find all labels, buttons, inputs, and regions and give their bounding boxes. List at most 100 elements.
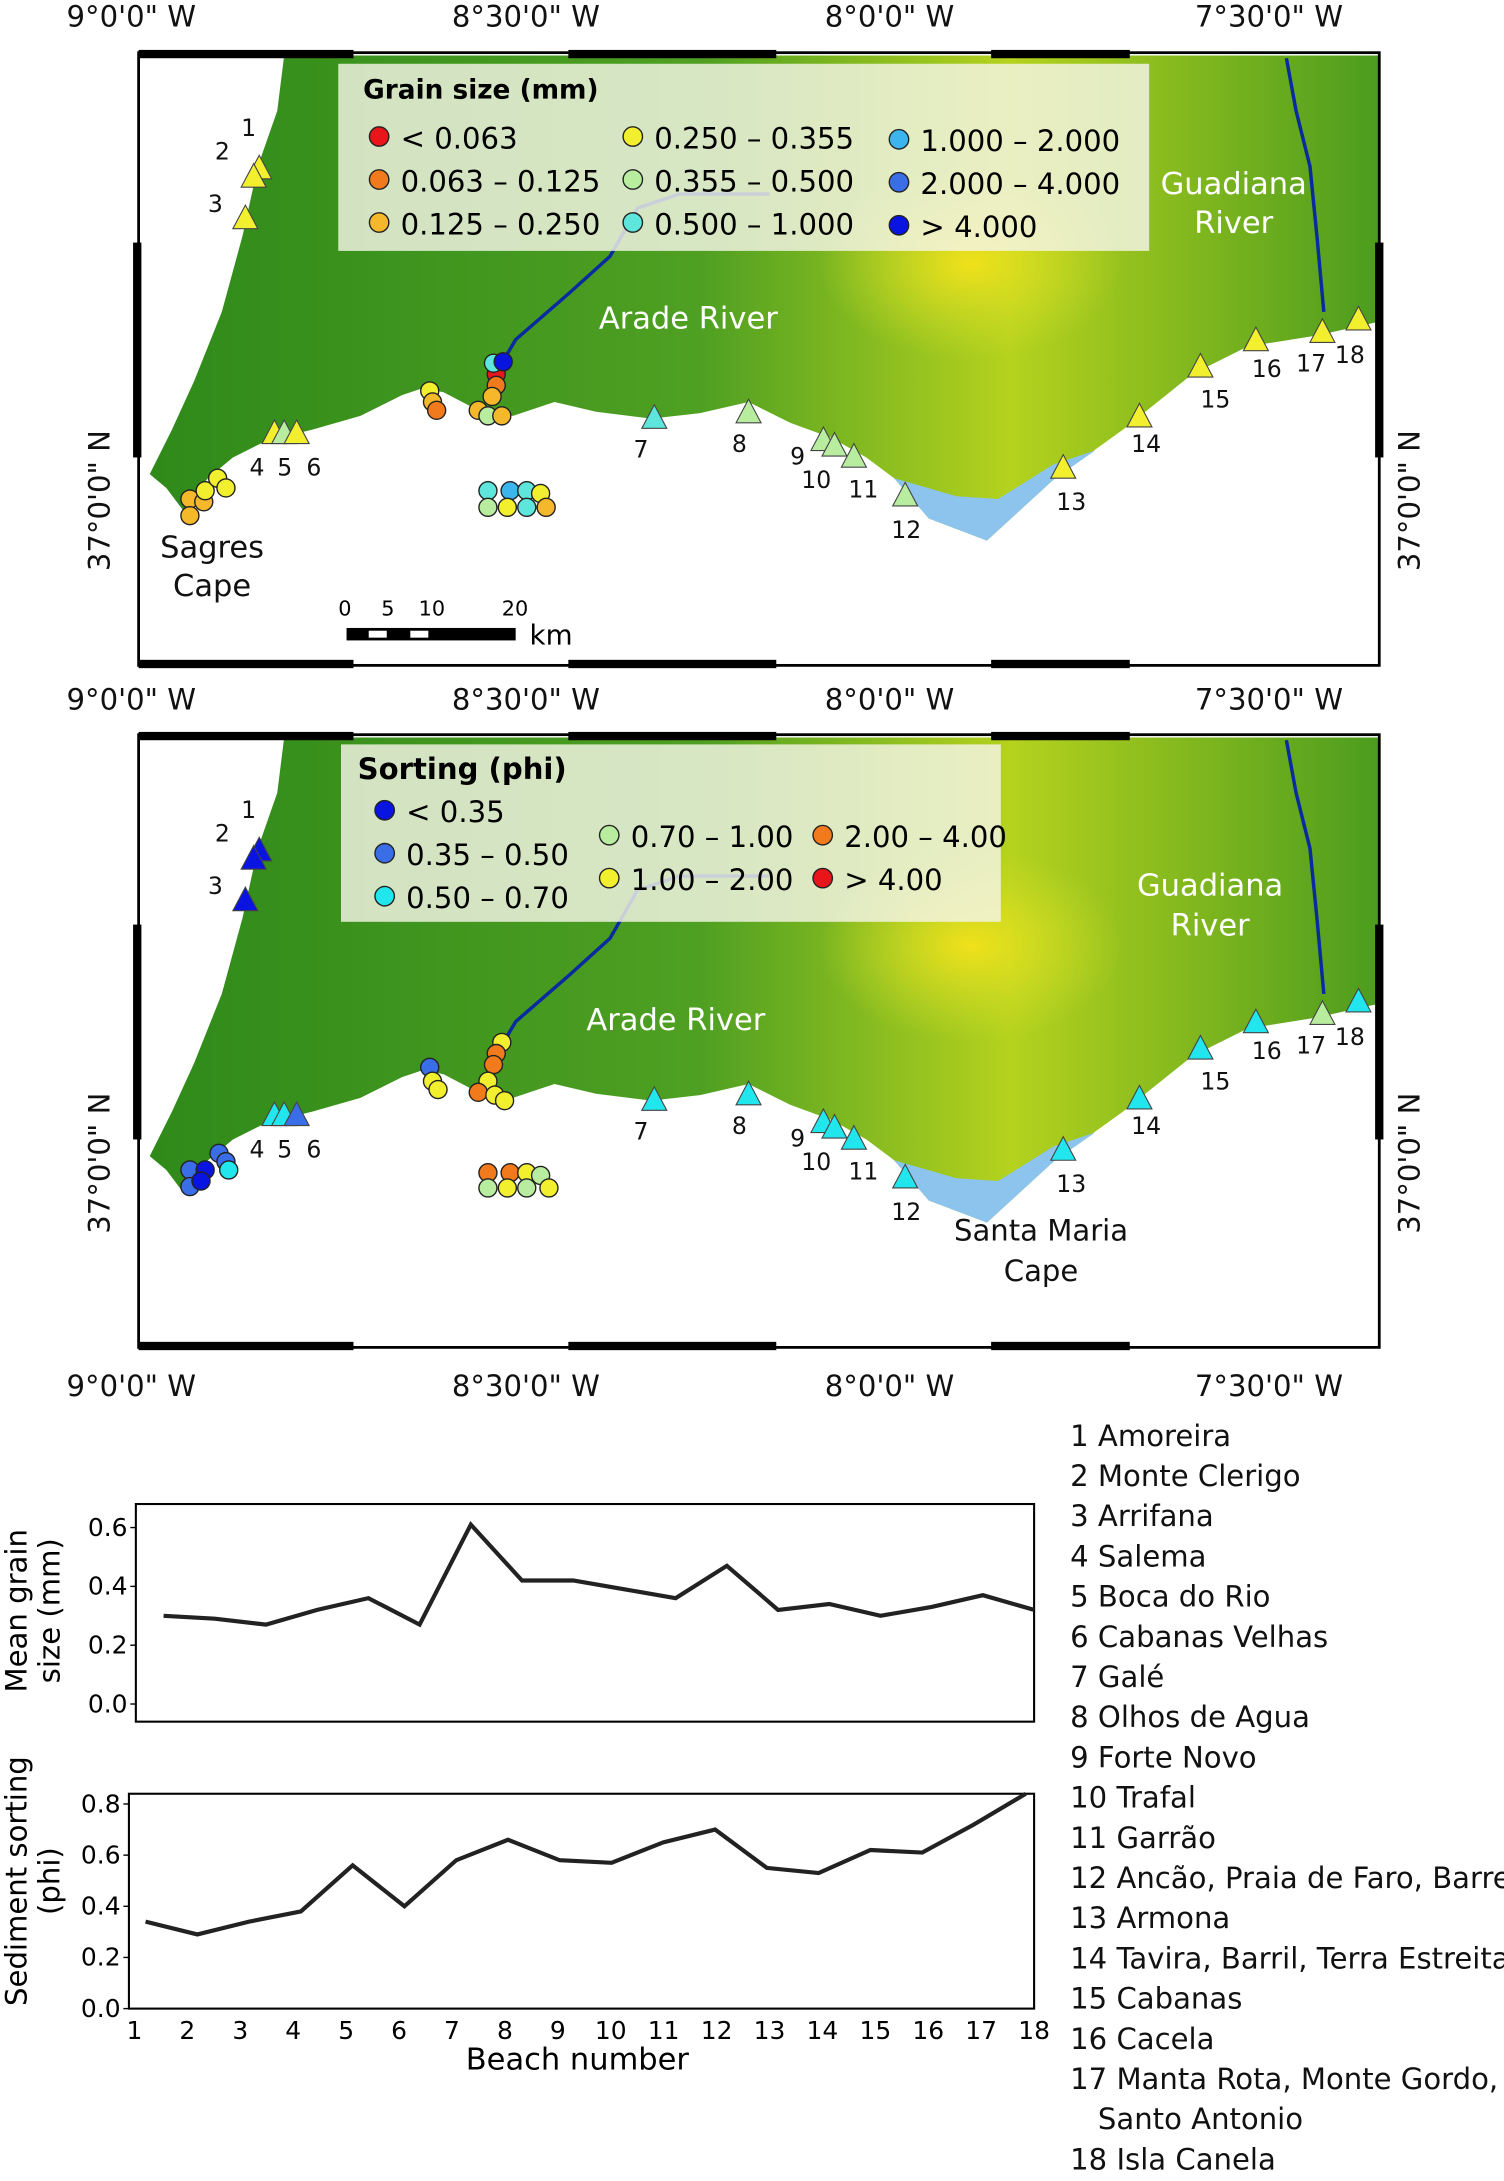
legend-item: > 4.00 bbox=[812, 864, 942, 897]
x-tick-label: 10 bbox=[595, 2016, 627, 2045]
x-tick-label: 7 bbox=[444, 2016, 460, 2045]
scale-tick: 10 bbox=[419, 596, 445, 621]
x-tick-label: 15 bbox=[859, 2016, 891, 2045]
sample-point bbox=[217, 479, 235, 497]
x-tick-label: 17 bbox=[965, 2016, 997, 2045]
beach-number: 12 bbox=[891, 1198, 921, 1226]
beach-list-item: 1 Amoreira bbox=[1070, 1417, 1504, 1457]
legend-label: 0.70 – 1.00 bbox=[631, 821, 794, 854]
x-tick-label: 12 bbox=[701, 2016, 733, 2045]
guadiana-river-label: Guadiana River bbox=[1157, 166, 1309, 244]
sample-point bbox=[498, 498, 516, 516]
guadiana-river-label: Guadiana River bbox=[1134, 866, 1286, 946]
legend-swatch bbox=[889, 215, 910, 236]
x-tick-label: 3 bbox=[232, 2016, 248, 2045]
legend-label: 1.00 – 2.00 bbox=[631, 864, 794, 897]
sagres-cape-label: Sagres Cape bbox=[150, 530, 275, 608]
legend-swatch bbox=[889, 172, 910, 193]
legend-label: < 0.35 bbox=[406, 796, 504, 829]
beach-number: 1 bbox=[241, 796, 256, 824]
legend-label: 2.00 – 4.00 bbox=[844, 821, 1007, 854]
frame-tick bbox=[991, 732, 1130, 740]
legend-swatch bbox=[369, 126, 390, 147]
y-tick-label: 0.0 bbox=[81, 1994, 121, 2023]
beach-number: 11 bbox=[848, 476, 878, 504]
frame-tick bbox=[568, 732, 776, 740]
frame-tick bbox=[568, 660, 776, 668]
frame-tick bbox=[139, 660, 354, 668]
sample-point bbox=[493, 407, 511, 425]
x-tick-label: 1 bbox=[127, 2016, 143, 2045]
beach-list-item: 10 Trafal bbox=[1070, 1778, 1504, 1818]
beach-list-item: 11 Garrão bbox=[1070, 1819, 1504, 1859]
sample-point bbox=[429, 1081, 447, 1099]
beach-list-item: 17 Manta Rota, Monte Gordo, bbox=[1070, 2060, 1504, 2100]
beach-list-item: 12 Ancão, Praia de Faro, Barreta bbox=[1070, 1859, 1504, 1899]
sample-point bbox=[540, 1179, 558, 1197]
beach-number: 15 bbox=[1200, 1068, 1230, 1096]
legend-label: > 4.000 bbox=[920, 211, 1037, 244]
legend-item: 1.000 – 2.000 bbox=[889, 125, 1121, 158]
legend-item: 0.35 – 0.50 bbox=[374, 839, 569, 872]
beach-number: 4 bbox=[250, 1135, 265, 1163]
x-tick-label: 5 bbox=[338, 2016, 354, 2045]
y-tick-label: 0.2 bbox=[88, 1631, 128, 1660]
beach-number: 7 bbox=[633, 1117, 648, 1145]
legend-swatch bbox=[812, 868, 833, 889]
legend-label: 2.000 – 4.000 bbox=[920, 168, 1120, 201]
x-tick-label: 8 bbox=[497, 2016, 513, 2045]
legend-swatch bbox=[599, 825, 620, 846]
beach-list-item: 9 Forte Novo bbox=[1070, 1738, 1504, 1778]
santa-maria-cape-label: Santa Maria Cape bbox=[951, 1212, 1131, 1292]
sample-point bbox=[501, 482, 519, 500]
beach-list-item: 13 Armona bbox=[1070, 1899, 1504, 1939]
legend-item: 0.50 – 0.70 bbox=[374, 882, 569, 915]
beach-number: 14 bbox=[1131, 430, 1161, 458]
beach-list-item: 3 Arrifana bbox=[1070, 1497, 1504, 1537]
legend-label: 0.500 – 1.000 bbox=[654, 208, 854, 241]
grain-size-legend: Grain size (mm) < 0.063 0.063 – 0.125 0.12… bbox=[338, 64, 1149, 251]
legend-item: 2.000 – 4.000 bbox=[889, 168, 1121, 201]
x-tick-label: 9 bbox=[550, 2016, 566, 2045]
x-axis-label: Beach number bbox=[466, 2043, 689, 2078]
beach-list-item: Santo Antonio bbox=[1070, 2100, 1504, 2140]
legend-label: 0.125 – 0.250 bbox=[401, 208, 601, 241]
y-tick-label: 0.8 bbox=[81, 1789, 121, 1818]
sample-point bbox=[220, 1161, 238, 1179]
series-line bbox=[146, 1794, 1026, 1935]
beach-number: 15 bbox=[1200, 386, 1230, 414]
beach-number: 16 bbox=[1252, 1037, 1282, 1065]
beach-number: 5 bbox=[277, 453, 292, 481]
x-tick-label: 18 bbox=[1018, 2016, 1050, 2045]
beach-number: 8 bbox=[732, 430, 747, 458]
scale-tick: 5 bbox=[381, 596, 394, 621]
beach-number: 17 bbox=[1296, 1032, 1326, 1060]
beach-number: 2 bbox=[215, 819, 230, 847]
arade-river-label: Arade River bbox=[586, 1004, 765, 1039]
legend-label: > 4.00 bbox=[844, 864, 942, 897]
legend-label: 0.50 – 0.70 bbox=[406, 882, 569, 915]
x-tick-label: 2 bbox=[179, 2016, 195, 2045]
beach-number: 6 bbox=[306, 1135, 321, 1163]
beach-list-item: 15 Cabanas bbox=[1070, 1979, 1504, 2019]
beach-number: 5 bbox=[277, 1135, 292, 1163]
legend-item: < 0.35 bbox=[374, 796, 504, 829]
beach-list-item: 16 Cacela bbox=[1070, 2020, 1504, 2060]
x-tick-label: 13 bbox=[754, 2016, 786, 2045]
legend-item: 0.125 – 0.250 bbox=[369, 208, 601, 241]
frame-tick bbox=[133, 925, 141, 1140]
frame-tick bbox=[568, 50, 776, 58]
legend-swatch bbox=[369, 212, 390, 233]
series-line bbox=[164, 1525, 1035, 1625]
legend-item: < 0.063 bbox=[369, 122, 518, 155]
y-tick-label: 0.6 bbox=[81, 1840, 121, 1869]
frame-tick bbox=[991, 660, 1130, 668]
legend-item: 0.063 – 0.125 bbox=[369, 165, 601, 198]
legend-item: 0.355 – 0.500 bbox=[622, 165, 854, 198]
legend-swatch bbox=[622, 169, 643, 190]
x-tick-label: 16 bbox=[912, 2016, 944, 2045]
x-tick-label: 14 bbox=[807, 2016, 839, 2045]
legend-title: Grain size (mm) bbox=[363, 75, 598, 105]
